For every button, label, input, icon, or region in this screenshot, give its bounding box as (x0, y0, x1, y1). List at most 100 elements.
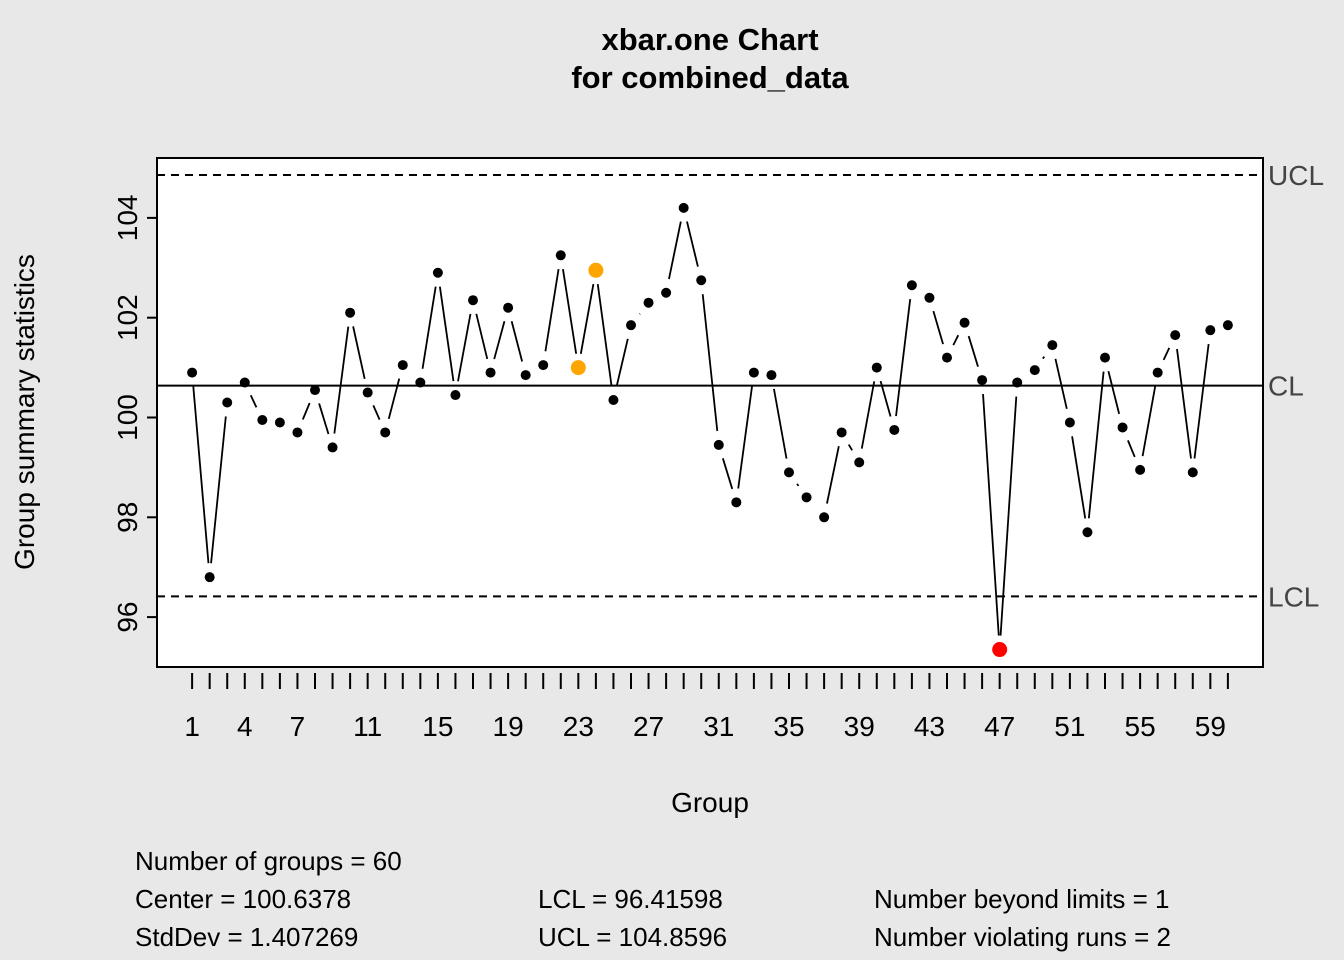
data-point (432, 267, 443, 278)
data-point (1170, 330, 1181, 341)
stats-ucl: UCL = 104.8596 (538, 922, 728, 952)
y-axis-label: Group summary statistics (9, 254, 40, 570)
series-segment (1176, 348, 1192, 459)
data-point-violating-run (588, 262, 604, 278)
data-point (485, 367, 496, 378)
x-tick-label: 7 (290, 711, 306, 742)
series-segment (493, 320, 506, 360)
series-segment (668, 221, 682, 280)
data-point (187, 367, 198, 378)
y-tick-label: 102 (112, 294, 143, 341)
series-segment (1127, 440, 1136, 458)
data-point (854, 457, 865, 468)
data-point (292, 427, 303, 438)
data-point (362, 387, 373, 398)
x-tick-label: 43 (914, 711, 945, 742)
data-point (678, 202, 689, 213)
data-point (1029, 365, 1040, 376)
data-point (959, 317, 970, 328)
x-tick-label: 1 (184, 711, 200, 742)
series-segment (1141, 386, 1157, 457)
y-tick-label: 96 (112, 602, 143, 633)
series-segment (796, 483, 800, 487)
series-segment (372, 404, 381, 421)
data-point (661, 287, 672, 298)
x-axis-label: Group (671, 787, 749, 818)
series-segment (301, 402, 311, 420)
y-tick-label: 100 (112, 394, 143, 441)
x-tick-label: 51 (1054, 711, 1085, 742)
data-point (871, 362, 882, 373)
stats-violating-runs: Number violating runs = 2 (874, 922, 1171, 952)
series-segment (1162, 347, 1171, 361)
data-point (977, 375, 988, 386)
series-segment (847, 444, 853, 451)
data-point (626, 320, 636, 331)
chart-title: xbar.one Chart (601, 22, 818, 57)
data-point (468, 295, 478, 306)
data-point (520, 370, 531, 381)
data-point (327, 442, 338, 453)
data-point (1012, 377, 1023, 388)
data-point-beyond-limits (992, 642, 1008, 658)
x-tick-label: 19 (493, 711, 524, 742)
stats-beyond-limits: Number beyond limits = 1 (874, 884, 1170, 914)
y-tick-label: 98 (112, 502, 143, 533)
data-point-violating-run (570, 360, 586, 376)
x-tick-label: 4 (237, 711, 253, 742)
series-segment (1054, 358, 1068, 410)
data-point (274, 417, 285, 428)
series-segment (562, 269, 578, 354)
cl-label: CL (1268, 371, 1304, 402)
data-point (643, 297, 654, 308)
data-point (819, 512, 830, 523)
series-segment (438, 286, 455, 382)
series-segment (1107, 370, 1121, 415)
y-tick-label: 104 (112, 195, 143, 242)
series-segment (982, 393, 1000, 636)
data-point (1064, 417, 1075, 428)
data-point (204, 572, 215, 583)
data-point (1152, 367, 1163, 378)
x-tick-label: 35 (773, 711, 804, 742)
series-segment (860, 381, 876, 449)
series-segment (826, 445, 840, 504)
series-segment (615, 338, 629, 387)
data-point (1047, 340, 1058, 351)
data-point (906, 280, 917, 291)
data-point (503, 302, 514, 313)
data-point (257, 414, 268, 425)
data-point (766, 370, 777, 381)
series-segment (544, 268, 560, 352)
data-point (1135, 464, 1146, 475)
data-point (731, 497, 742, 508)
series-segment (387, 378, 401, 420)
x-tick-label: 31 (703, 711, 734, 742)
series-segment (1087, 371, 1105, 519)
x-tick-label: 47 (984, 711, 1015, 742)
series-segment (510, 321, 524, 362)
series-segment (967, 335, 979, 367)
series-segment (352, 326, 366, 380)
data-point (1205, 325, 1216, 336)
series-segment (1071, 436, 1087, 519)
series-segment (999, 396, 1018, 636)
x-tick-label: 11 (353, 711, 382, 742)
series-segment (879, 380, 892, 417)
data-point (942, 352, 952, 363)
stats-stddev: StdDev = 1.407269 (135, 922, 359, 952)
lcl-label: LCL (1268, 581, 1319, 612)
series-segment (457, 313, 472, 382)
data-point (1187, 467, 1198, 478)
x-tick-label: 15 (422, 711, 453, 742)
ucl-label: UCL (1268, 160, 1324, 191)
series-segment (318, 403, 330, 435)
chart-subtitle: for combined_data (571, 60, 849, 95)
series-segment (333, 326, 350, 434)
data-point (239, 377, 250, 388)
data-point (415, 377, 426, 388)
data-point (380, 427, 391, 438)
series-segment (249, 394, 258, 408)
x-tick-label: 27 (633, 711, 664, 742)
